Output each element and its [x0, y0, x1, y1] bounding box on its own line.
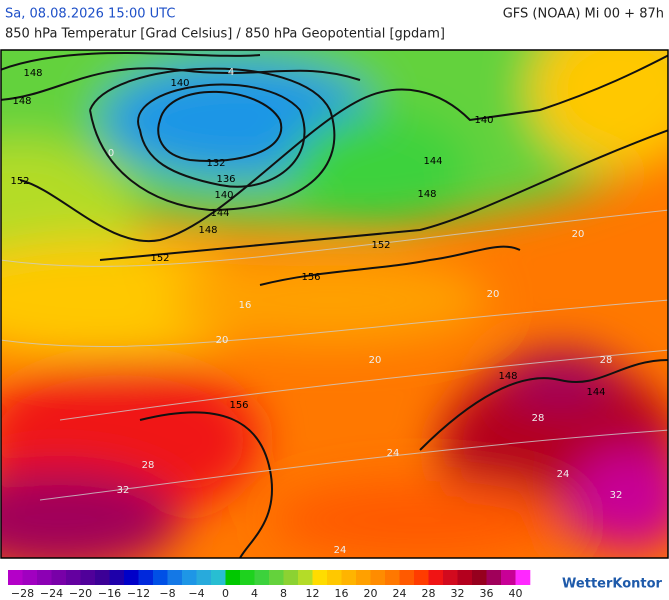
temperature-label: 32: [610, 490, 623, 501]
geopotential-label: 140: [170, 78, 189, 89]
geopotential-label: 144: [210, 208, 229, 219]
temperature-label: 24: [334, 545, 347, 556]
colorbar-swatch: [37, 570, 52, 585]
valid-time: Sa, 08.08.2026 15:00 UTC: [5, 7, 175, 22]
colorbar-swatch: [356, 570, 371, 585]
temperature-label: 16: [239, 300, 252, 311]
colorbar-swatch: [341, 570, 357, 585]
colorbar-swatch: [399, 570, 415, 585]
colorbar-tick-label: 24: [393, 587, 407, 600]
colorbar-tick-label: −16: [98, 587, 121, 600]
colorbar-swatch: [225, 570, 241, 585]
colorbar-tick-label: −8: [159, 587, 175, 600]
colorbar-tick-label: 16: [335, 587, 349, 600]
colorbar-swatch: [22, 570, 38, 585]
colorbar-swatch: [312, 570, 328, 585]
geopotential-label: 148: [23, 68, 42, 79]
geopotential-label: 144: [423, 156, 442, 167]
colorbar-swatch: [196, 570, 212, 585]
colorbar-swatch: [211, 570, 226, 585]
geopotential-label: 144: [586, 387, 605, 398]
colorbar-tick-label: 20: [364, 587, 378, 600]
colorbar-tick-label: 36: [480, 587, 494, 600]
subtitle: 850 hPa Temperatur [Grad Celsius] / 850 …: [5, 27, 445, 42]
colorbar-tick-label: 28: [422, 587, 436, 600]
colorbar-tick-label: −12: [127, 587, 150, 600]
colorbar-tick-label: −28: [11, 587, 34, 600]
temperature-label: 24: [387, 448, 400, 459]
colorbar-swatch: [109, 570, 125, 585]
colorbar-swatch: [124, 570, 139, 585]
geopotential-label: 136: [216, 174, 235, 185]
colorbar-swatch: [327, 570, 342, 585]
temperature-label: 20: [572, 229, 585, 240]
colorbar-tick-label: 32: [451, 587, 465, 600]
temperature-label: 28: [142, 460, 155, 471]
temperature-label: 20: [216, 335, 229, 346]
temperature-label: 20: [369, 355, 382, 366]
map-frame: [0, 49, 669, 559]
temperature-contours: [1, 209, 668, 501]
colorbar-swatch: [486, 570, 502, 585]
colorbar-swatch: [269, 570, 284, 585]
temperature-label: 20: [487, 289, 500, 300]
colorbar-swatch: [182, 570, 197, 585]
logo: WetterKontor: [562, 577, 663, 592]
geopotential-label: 132: [206, 158, 225, 169]
colorbar-swatch: [167, 570, 183, 585]
temperature-label: 4: [228, 67, 234, 78]
colorbar-swatch: [428, 570, 444, 585]
model-run: GFS (NOAA) Mi 00 + 87h: [503, 7, 664, 22]
colorbar-swatch: [472, 570, 487, 585]
colorbar-swatch: [298, 570, 313, 585]
geopotential-label: 152: [10, 176, 29, 187]
map-field: [1, 50, 668, 558]
colorbar-swatch: [501, 570, 516, 585]
colorbar-tick-label: 40: [509, 587, 523, 600]
temperature-label: 32: [117, 485, 130, 496]
geopotential-label: 156: [229, 400, 248, 411]
colorbar-tick-label: 8: [280, 587, 287, 600]
colorbar-swatch: [515, 570, 531, 585]
geopotential-label: 148: [12, 96, 31, 107]
geopotential-label: 140: [474, 115, 493, 126]
colorbar-swatch: [66, 570, 81, 585]
geopotential-label: 148: [498, 371, 517, 382]
geopotential-label: 148: [417, 189, 436, 200]
geopotential-label: 152: [371, 240, 390, 251]
temperature-label: 28: [600, 355, 613, 366]
colorbar-swatch: [8, 570, 23, 585]
colorbar-swatch: [240, 570, 255, 585]
colorbar-tick-label: 4: [251, 587, 258, 600]
temperature-label: 0: [108, 148, 114, 159]
geopotential-label: 148: [198, 225, 217, 236]
colorbar-tick-label: −24: [40, 587, 63, 600]
colorbar-swatch: [138, 570, 154, 585]
colorbar-swatch: [414, 570, 429, 585]
colorbar-swatch: [385, 570, 400, 585]
colorbar-tick-label: −20: [69, 587, 92, 600]
colorbar-swatch: [51, 570, 67, 585]
geopotential-label: 140: [214, 190, 233, 201]
colorbar-swatch: [254, 570, 270, 585]
colorbar-tick-label: −4: [188, 587, 204, 600]
colorbar-swatch: [95, 570, 110, 585]
colorbar-swatch: [153, 570, 168, 585]
colorbar-swatch: [370, 570, 386, 585]
geopotential-label: 152: [150, 253, 169, 264]
colorbar-tick-label: 0: [222, 587, 229, 600]
colorbar-swatch: [443, 570, 458, 585]
geopotential-label: 156: [301, 272, 320, 283]
temperature-label: 28: [532, 413, 545, 424]
temperature-label: 24: [557, 469, 570, 480]
colorbar-tick-label: 12: [306, 587, 320, 600]
colorbar-swatch: [457, 570, 473, 585]
geopotential-contours: [1, 52, 668, 558]
colorbar-swatch: [283, 570, 299, 585]
colorbar-swatch: [80, 570, 96, 585]
